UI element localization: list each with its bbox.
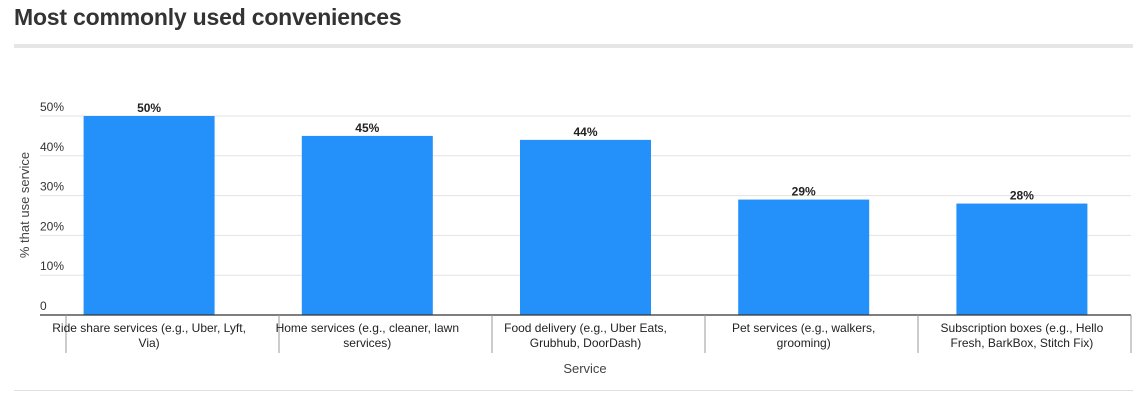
data-labels: 50% 45% 44% 29% 28%: [137, 101, 1034, 203]
bar: [520, 139, 651, 315]
data-label: 29%: [792, 185, 816, 199]
title-divider: [14, 44, 1133, 48]
bottom-divider: [14, 390, 1133, 391]
y-tick-label: 50%: [40, 100, 64, 114]
y-tick-label: 20%: [40, 219, 64, 233]
bar: [738, 199, 870, 315]
x-tick-label: Ride share services (e.g., Uber, Lyft, Vi…: [52, 321, 246, 350]
x-tick-label: Pet services (e.g., walkers, grooming): [732, 321, 875, 350]
x-tick-label: Home services (e.g., cleaner, lawn servic…: [276, 321, 459, 350]
chart-title: Most commonly used conveniences: [14, 4, 402, 30]
y-tick-label: 0: [40, 299, 47, 313]
y-tick-label: 40%: [40, 140, 64, 154]
bars: [83, 116, 1088, 315]
y-tick-label: 10%: [40, 259, 64, 273]
data-label: 45%: [355, 121, 379, 135]
bar: [956, 203, 1088, 315]
y-axis-ticks: 0 10% 20% 30% 40% 50%: [40, 100, 64, 313]
x-axis: Ride share services (e.g., Uber, Lyft, Vi…: [40, 314, 1132, 353]
x-tick-label: Food delivery (e.g., Uber Eats, Grubhub, …: [504, 321, 667, 350]
data-label: 50%: [137, 101, 161, 115]
data-label: 44%: [573, 125, 597, 139]
y-tick-label: 30%: [40, 180, 64, 194]
x-tick-label: Subscription boxes (e.g., Hello Fresh, Ba…: [941, 321, 1104, 350]
bar: [83, 116, 215, 315]
data-label: 28%: [1010, 189, 1034, 203]
bar: [301, 135, 433, 315]
y-axis-title: % that use service: [17, 152, 32, 258]
x-axis-title: Service: [563, 361, 606, 376]
